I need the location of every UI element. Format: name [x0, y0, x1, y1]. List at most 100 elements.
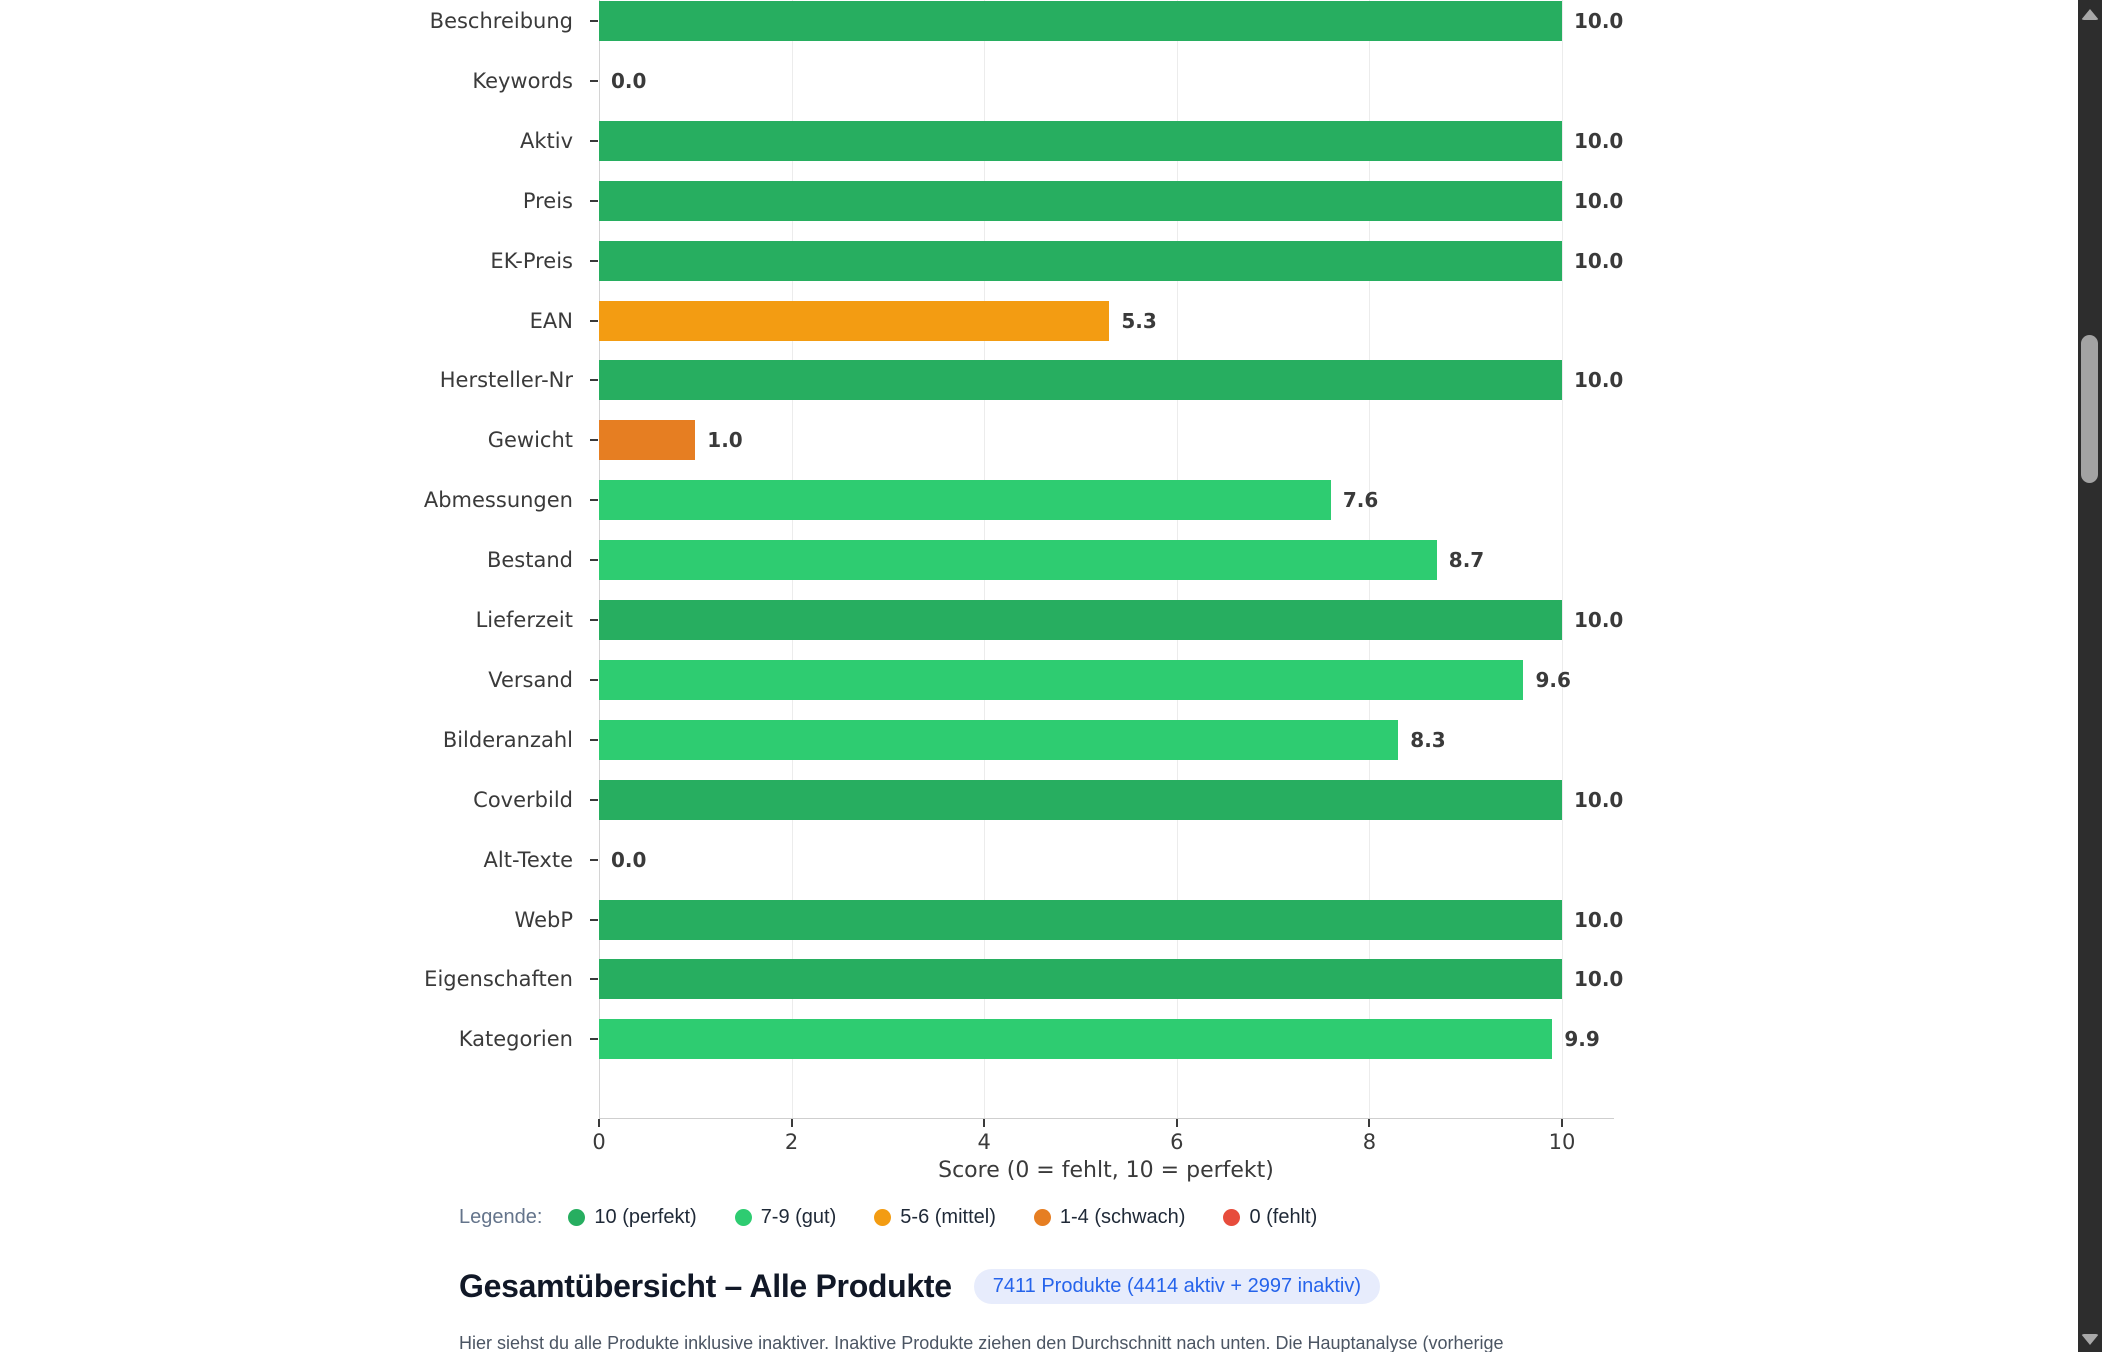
- bar-preis: [599, 180, 1562, 221]
- category-label: Gewicht: [487, 428, 573, 453]
- y-tick-mark: [590, 678, 598, 681]
- bar-aktiv: [599, 120, 1562, 161]
- bar-coverbild: [599, 779, 1562, 820]
- section-title: Gesamtübersicht – Alle Produkte: [459, 1268, 952, 1304]
- legend-item-label: 10 (perfekt): [594, 1206, 697, 1228]
- legend-color-dot-icon: [874, 1209, 892, 1226]
- chart-plot-area: 10.0 0.0 10.0 10.0 10.0 5.3 10.0 1.0 7.6 8.7 10.0 9…: [599, 0, 1623, 1118]
- x-tick-label: 8: [1362, 1130, 1377, 1154]
- x-tick-mark: [1175, 1119, 1178, 1127]
- x-tick-mark: [1368, 1119, 1371, 1127]
- bar-beschreibung: [599, 1, 1562, 41]
- y-tick-mark: [590, 439, 598, 442]
- bar-hersteller-nr: [599, 360, 1562, 401]
- category-label: Alt-Texte: [483, 847, 573, 872]
- bar-value-label: 10.0: [1574, 907, 1624, 932]
- x-tick-label: 4: [977, 1130, 991, 1154]
- bar-ean: [599, 300, 1110, 341]
- y-tick-mark: [590, 559, 598, 562]
- bar-value-label: 10.0: [1574, 608, 1624, 632]
- legend-color-dot-icon: [1033, 1209, 1051, 1226]
- bar-value-label: 10.0: [1574, 967, 1624, 992]
- category-label: Lieferzeit: [475, 608, 573, 632]
- bar-value-label: 1.0: [707, 428, 743, 453]
- x-tick-mark: [1561, 1119, 1563, 1127]
- y-tick-mark: [590, 319, 598, 322]
- chart-category-labels: Beschreibung Keywords Aktiv Preis EK-Preis EA…: [0, 0, 598, 1118]
- category-label: EAN: [529, 308, 573, 333]
- y-tick-mark: [590, 259, 598, 262]
- category-label: Beschreibung: [429, 9, 573, 33]
- chart-bottom-spine: [599, 1118, 1614, 1119]
- section-description: Hier siehst du alle Produkte inklusive i…: [459, 1333, 1504, 1352]
- bar-gewicht: [599, 420, 696, 461]
- x-tick-label: 2: [784, 1130, 799, 1154]
- y-tick-mark: [590, 978, 598, 981]
- bar-value-label: 9.9: [1564, 1027, 1600, 1052]
- legend-color-dot-icon: [1223, 1209, 1241, 1226]
- scrollbar-up-arrow-icon[interactable]: [2081, 9, 2099, 20]
- bar-value-label: 10.0: [1574, 248, 1624, 273]
- bar-value-label: 8.7: [1448, 548, 1485, 573]
- bar-value-label: 5.3: [1121, 308, 1157, 333]
- y-tick-mark: [590, 619, 598, 621]
- bar-value-label: 0.0: [611, 847, 647, 872]
- category-label: Kategorien: [458, 1027, 573, 1052]
- y-tick-mark: [590, 858, 598, 861]
- y-tick-mark: [590, 139, 598, 142]
- bar-value-label: 7.6: [1342, 488, 1379, 513]
- category-label: Coverbild: [473, 787, 573, 812]
- y-tick-mark: [590, 798, 598, 801]
- category-label: EK-Preis: [490, 248, 573, 273]
- category-label: Eigenschaften: [424, 967, 573, 992]
- category-label: Hersteller-Nr: [439, 368, 573, 393]
- y-tick-mark: [590, 379, 598, 382]
- x-tick-label: 6: [1170, 1130, 1184, 1154]
- chart-x-axis-label: Score (0 = fehlt, 10 = perfekt): [938, 1158, 1274, 1183]
- bar-abmessungen: [599, 480, 1331, 521]
- category-label: Abmessungen: [423, 488, 573, 513]
- bar-bilderanzahl: [599, 719, 1399, 760]
- product-count-badge: 7411 Produkte (4414 aktiv + 2997 inaktiv…: [973, 1269, 1380, 1304]
- bar-eigenschaften: [599, 959, 1562, 1000]
- bar-bestand: [599, 540, 1437, 581]
- legend-item: 7-9 (gut): [734, 1206, 836, 1229]
- section-header: Gesamtübersicht – Alle Produkte 7411 Pro…: [459, 1268, 1380, 1305]
- category-label: WebP: [514, 907, 573, 932]
- legend-item: 0 (fehlt): [1223, 1206, 1317, 1229]
- y-tick-mark: [590, 79, 598, 82]
- legend-item: 10 (perfekt): [568, 1206, 697, 1229]
- bar-value-label: 8.3: [1410, 727, 1446, 752]
- x-tick-mark: [983, 1119, 986, 1127]
- category-label: Versand: [488, 667, 573, 692]
- legend-item: 5-6 (mittel): [874, 1206, 996, 1229]
- legend-item: 1-4 (schwach): [1033, 1206, 1185, 1229]
- scrollbar[interactable]: [2078, 0, 2102, 1352]
- legend-item-label: 0 (fehlt): [1249, 1206, 1318, 1228]
- product-score-bar-chart: 10.0 0.0 10.0 10.0 10.0 5.3 10.0 1.0 7.6 8.7 10.0 9…: [0, 0, 1623, 1183]
- y-tick-mark: [590, 738, 598, 741]
- category-label: Bilderanzahl: [442, 727, 573, 752]
- bar-value-label: 10.0: [1574, 368, 1624, 393]
- y-tick-mark: [590, 499, 598, 502]
- bar-lieferzeit: [599, 600, 1562, 640]
- legend-item-label: 5-6 (mittel): [900, 1206, 996, 1228]
- scrollbar-down-arrow-icon[interactable]: [2081, 1334, 2099, 1345]
- bar-value-label: 10.0: [1574, 188, 1624, 213]
- y-tick-mark: [590, 20, 598, 22]
- bar-kategorien: [599, 1019, 1553, 1060]
- x-tick-mark: [598, 1119, 600, 1127]
- chart-legend: Legende: 10 (perfekt) 7-9 (gut) 5-6 (mitte…: [459, 1206, 1355, 1229]
- scrollbar-thumb[interactable]: [2081, 335, 2098, 483]
- category-label: Bestand: [486, 548, 573, 573]
- category-label: Keywords: [472, 68, 573, 93]
- category-label: Preis: [522, 188, 573, 213]
- legend-title: Legende:: [459, 1206, 543, 1228]
- bar-value-label: 10.0: [1574, 128, 1624, 153]
- gridline-x-10: [1562, 0, 1563, 1118]
- bar-versand: [599, 659, 1524, 700]
- bar-value-label: 9.6: [1535, 667, 1571, 692]
- category-label: Aktiv: [519, 128, 573, 153]
- x-tick-mark: [790, 1119, 793, 1127]
